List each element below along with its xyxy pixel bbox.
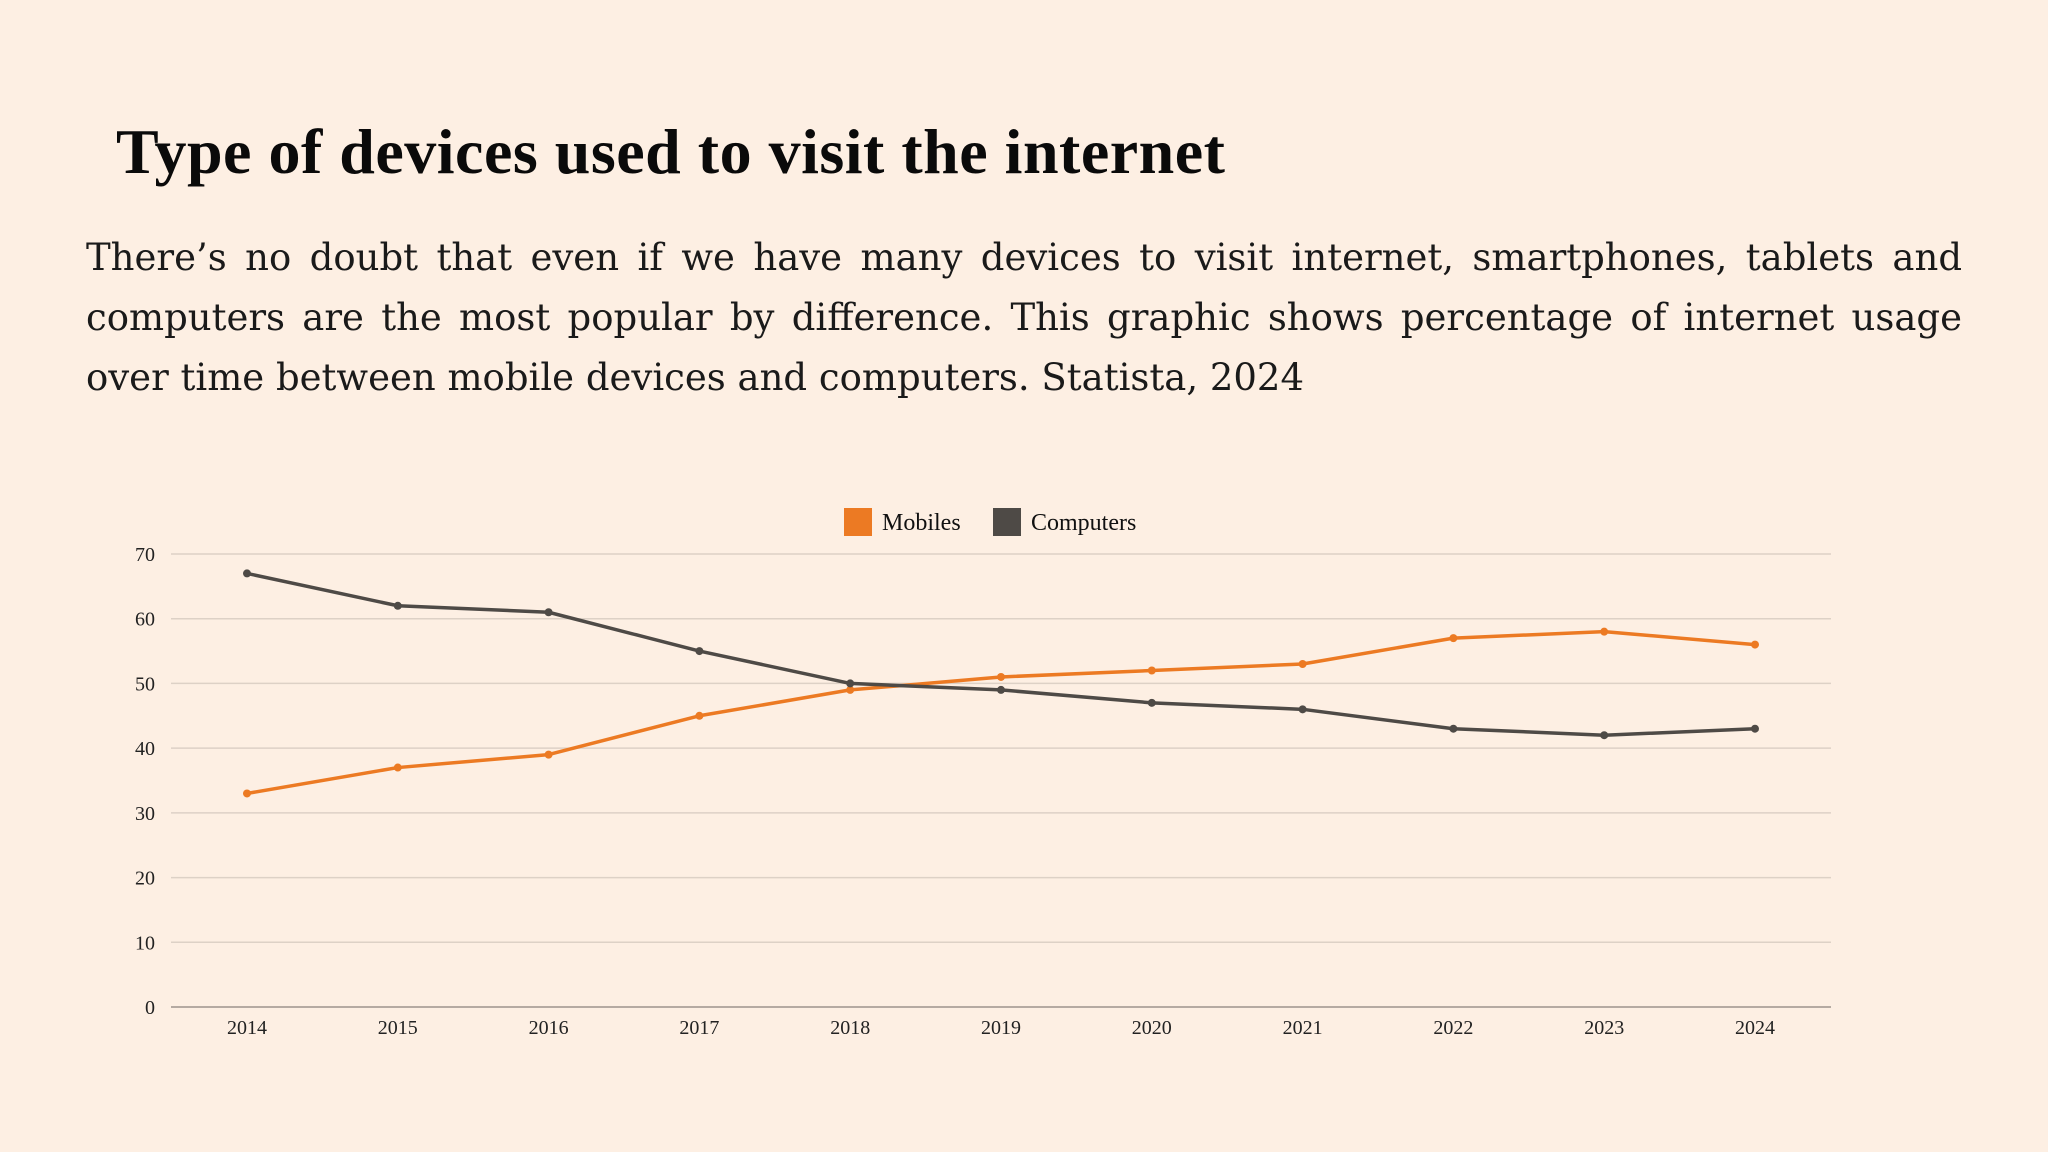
data-point-mobiles [243, 789, 251, 798]
data-point-computers [997, 685, 1005, 694]
x-tick-label: 2014 [227, 1017, 267, 1039]
data-point-mobiles [1600, 627, 1609, 636]
data-point-mobiles [1449, 634, 1458, 643]
data-point-computers [243, 569, 251, 578]
description: There’s no doubt that even if we have ma… [86, 236, 1962, 399]
x-tick-label: 2017 [679, 1017, 719, 1039]
y-tick-label: 30 [135, 803, 155, 825]
grid [171, 553, 1831, 1008]
data-point-computers [1147, 698, 1156, 707]
data-point-mobiles [1298, 660, 1307, 669]
x-axis: 2014 2015 2016 2017 2018 2019 2020 2021 2022 2023… [227, 1017, 1775, 1039]
x-tick-label: 2024 [1735, 1017, 1775, 1039]
legend-label: Mobiles [882, 510, 961, 536]
data-point-mobiles [1751, 640, 1759, 649]
x-tick-label: 2021 [1283, 1017, 1323, 1039]
data-point-computers [1298, 705, 1307, 714]
data-point-mobiles [997, 672, 1005, 681]
page-title: Type of devices used to visit the intern… [116, 116, 1226, 187]
x-tick-label: 2018 [830, 1017, 870, 1039]
data-point-mobiles [393, 763, 402, 772]
y-tick-label: 10 [135, 932, 155, 954]
data-point-computers [695, 647, 704, 656]
legend-swatch-computers [993, 508, 1021, 536]
x-tick-label: 2020 [1132, 1017, 1172, 1039]
series-lines [243, 569, 1759, 798]
data-point-computers [1600, 731, 1609, 740]
x-tick-label: 2023 [1584, 1017, 1624, 1039]
series-line-mobiles [246, 629, 1756, 796]
y-tick-label: 40 [135, 738, 155, 760]
x-tick-label: 2016 [529, 1017, 569, 1039]
y-tick-label: 50 [135, 673, 155, 695]
data-point-computers [1449, 724, 1458, 733]
data-point-mobiles [695, 711, 704, 720]
x-tick-label: 2022 [1433, 1017, 1473, 1039]
data-point-computers [393, 601, 402, 610]
legend: Mobiles Computers [844, 508, 1136, 536]
data-point-mobiles [846, 685, 855, 694]
x-tick-label: 2019 [981, 1017, 1021, 1039]
legend-swatch-mobiles [844, 508, 872, 536]
y-tick-label: 60 [135, 609, 155, 631]
x-tick-label: 2015 [378, 1017, 418, 1039]
data-point-mobiles [544, 750, 553, 759]
y-tick-label: 0 [145, 997, 155, 1019]
data-point-mobiles [1147, 666, 1156, 675]
data-point-computers [1751, 724, 1759, 733]
series-line-computers [246, 571, 1756, 737]
data-point-computers [846, 679, 855, 688]
data-point-computers [544, 608, 553, 617]
y-tick-label: 70 [135, 544, 155, 566]
y-axis: 0 10 20 30 40 50 60 70 [135, 544, 155, 1019]
y-tick-label: 20 [135, 868, 155, 890]
legend-label: Computers [1031, 510, 1136, 536]
